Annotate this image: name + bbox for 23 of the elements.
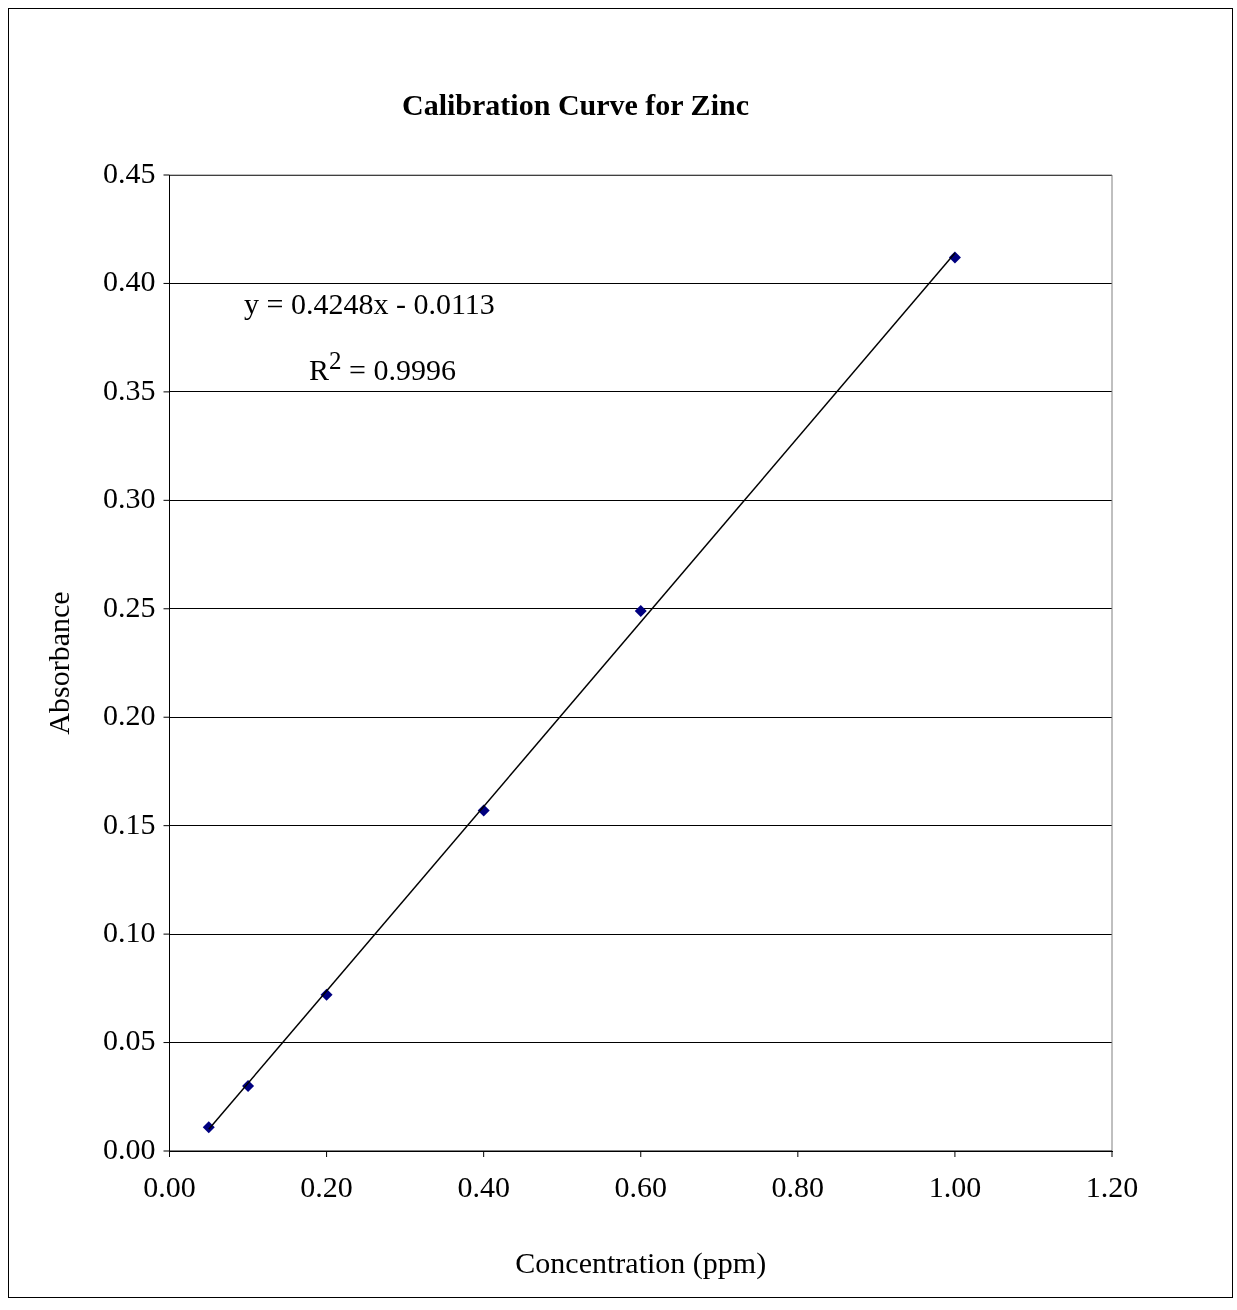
annotation: R$^{2}$ = 0.9996 [309, 347, 456, 387]
x-tick-label: 0.40 [457, 1169, 510, 1203]
y-tick-label: 0.25 [103, 589, 156, 623]
x-tick-label: 1.20 [1085, 1169, 1139, 1203]
y-tick-label: 0.35 [103, 372, 156, 406]
point [634, 604, 647, 617]
y-tick-label: 0.20 [103, 698, 156, 732]
y-tick-label: 0.15 [103, 806, 156, 840]
y-tick-label: 0.00 [103, 1131, 156, 1165]
y-tick-label: 0.45 [103, 155, 156, 189]
y-tick-label: 0.05 [103, 1023, 156, 1057]
y-tick-label: 0.30 [103, 481, 156, 515]
x-tick-label: 0.00 [143, 1169, 196, 1203]
chart-title: Calibration Curve for Zinc [402, 87, 749, 121]
x-tick-label: 0.60 [614, 1169, 667, 1203]
y-axis-title: Absorbance [41, 591, 75, 735]
y-tick-label: 0.40 [103, 264, 156, 298]
y-tick-label: 0.10 [103, 914, 156, 948]
annotation: y = 0.4248x - 0.0113 [244, 287, 495, 321]
x-tick-label: 0.80 [771, 1169, 825, 1203]
x-tick-label: 0.20 [300, 1169, 353, 1203]
x-tick-label: 1.00 [928, 1169, 982, 1203]
x-axis-title: Concentration (ppm) [515, 1245, 767, 1280]
